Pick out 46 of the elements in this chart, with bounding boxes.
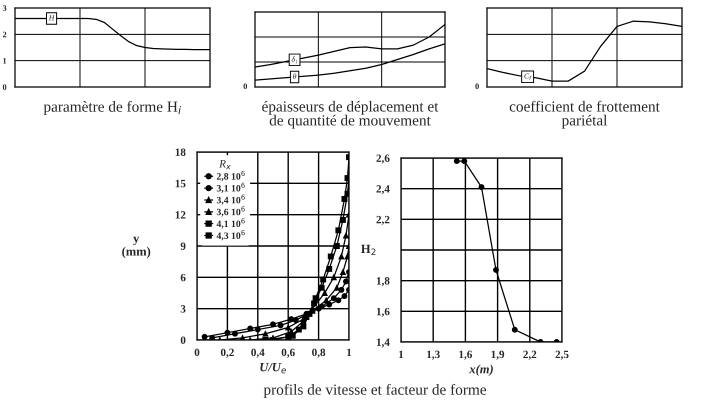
y-axis-title: H$_{2}$ xyxy=(361,244,376,255)
x-tick-label: 0 xyxy=(194,348,200,356)
y-tick-label: 2,6 xyxy=(376,154,390,164)
y-tick-label: 1,4 xyxy=(376,338,390,348)
y-tick-label: 1 xyxy=(3,58,6,64)
y-tick-label: 0 xyxy=(180,336,186,344)
x-axis-title: coefficient de frottement pariétal xyxy=(510,100,660,129)
x-tick-label: 1 xyxy=(399,350,404,358)
legend-title: R$_{x}$ xyxy=(219,160,231,170)
legend-label: 2,8 10$^{6}$ xyxy=(216,170,245,182)
y-tick-label: 12 xyxy=(176,211,186,219)
x-tick-label: 1,9 xyxy=(492,350,504,360)
legend-label: 4,1 10$^{6}$ xyxy=(216,218,245,229)
y-tick-label: 1,8 xyxy=(376,277,390,286)
y-tick-label: 6 xyxy=(180,274,186,282)
legend-label: 4,3 10$^{6}$ xyxy=(216,230,245,240)
x-axis-title: x(m) xyxy=(469,364,493,376)
y-tick-label: 0 xyxy=(2,84,6,90)
y-tick-label: 2,2 xyxy=(376,216,390,225)
text: 0 xyxy=(244,83,248,90)
x-tick-label: 0,4 xyxy=(251,348,265,358)
x-tick-label: 1,3 xyxy=(427,350,440,360)
x-tick-label: 0,8 xyxy=(312,348,326,358)
x-tick-label: 2,2 xyxy=(523,350,536,360)
x-tick-label: 1,6 xyxy=(459,350,472,360)
y-axis-title: y (mm) xyxy=(122,236,150,258)
legend-label: 3,1 10$^{6}$ xyxy=(216,182,245,193)
y-tick-label: 18 xyxy=(176,148,186,156)
x-tick-label: 0,2 xyxy=(220,348,234,358)
y-tick-label: 1,6 xyxy=(376,308,390,317)
x-axis-title: U/U$_{e}$ xyxy=(260,363,286,374)
legend-label: 3,6 10$^{6}$ xyxy=(216,206,245,217)
y-tick-label: 2 xyxy=(2,32,6,38)
text: profils de vitesse et facteur de forme xyxy=(264,384,486,398)
y-tick-label: 2,4 xyxy=(376,185,390,194)
y-tick-label: 9 xyxy=(180,242,186,250)
y-tick-label: 3 xyxy=(180,305,186,313)
y-tick-label: 3 xyxy=(2,5,6,11)
x-tick-label: 1 xyxy=(347,348,352,356)
text: 0 xyxy=(475,83,479,90)
x-axis-title: épaisseurs de déplacement et de quantité de mouvement xyxy=(262,100,438,129)
x-tick-label: 2,5 xyxy=(556,350,569,360)
y-tick-label: 15 xyxy=(176,180,186,188)
x-axis-title: paramètre de forme H$_{i}$ xyxy=(44,100,181,115)
x-tick-label: 0,6 xyxy=(282,348,295,358)
legend-label: 3,4 10$^{6}$ xyxy=(216,194,245,205)
